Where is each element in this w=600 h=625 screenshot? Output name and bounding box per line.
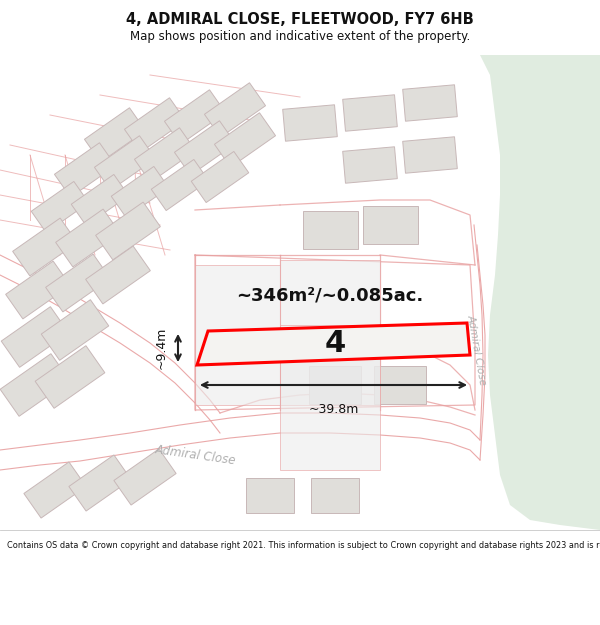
Text: Map shows position and indicative extent of the property.: Map shows position and indicative extent… — [130, 30, 470, 43]
Polygon shape — [151, 159, 209, 211]
Polygon shape — [71, 174, 129, 226]
Text: ~39.8m: ~39.8m — [308, 403, 359, 416]
Polygon shape — [362, 206, 418, 244]
Polygon shape — [214, 112, 275, 168]
Polygon shape — [164, 90, 226, 144]
Polygon shape — [86, 246, 151, 304]
Text: Admiral Close: Admiral Close — [466, 314, 488, 386]
Polygon shape — [403, 137, 457, 173]
Polygon shape — [35, 346, 105, 408]
Polygon shape — [480, 55, 600, 530]
Polygon shape — [134, 127, 196, 182]
Text: Admiral Close: Admiral Close — [154, 443, 236, 467]
Polygon shape — [46, 254, 110, 312]
Polygon shape — [24, 462, 86, 518]
Polygon shape — [195, 265, 280, 405]
Polygon shape — [191, 151, 249, 202]
Polygon shape — [280, 260, 380, 405]
Polygon shape — [41, 299, 109, 361]
Polygon shape — [280, 325, 380, 470]
Polygon shape — [374, 366, 426, 404]
Polygon shape — [124, 98, 185, 152]
Polygon shape — [205, 82, 266, 138]
Polygon shape — [175, 121, 236, 175]
Polygon shape — [55, 142, 116, 198]
Text: 4: 4 — [325, 329, 346, 358]
Polygon shape — [0, 413, 480, 470]
Text: Contains OS data © Crown copyright and database right 2021. This information is : Contains OS data © Crown copyright and d… — [7, 541, 600, 551]
Polygon shape — [403, 85, 457, 121]
Polygon shape — [5, 261, 70, 319]
Polygon shape — [111, 166, 169, 217]
Polygon shape — [474, 225, 485, 460]
Polygon shape — [343, 147, 397, 183]
Polygon shape — [94, 136, 155, 190]
Polygon shape — [31, 181, 89, 232]
Polygon shape — [0, 255, 220, 433]
Polygon shape — [302, 211, 358, 249]
Polygon shape — [0, 354, 70, 416]
Polygon shape — [283, 105, 337, 141]
Polygon shape — [13, 218, 77, 276]
Text: ~346m²/~0.085ac.: ~346m²/~0.085ac. — [236, 286, 424, 304]
Polygon shape — [1, 307, 69, 368]
Polygon shape — [197, 323, 470, 365]
Text: 4, ADMIRAL CLOSE, FLEETWOOD, FY7 6HB: 4, ADMIRAL CLOSE, FLEETWOOD, FY7 6HB — [126, 12, 474, 27]
Polygon shape — [69, 455, 131, 511]
Polygon shape — [311, 478, 359, 512]
Polygon shape — [246, 478, 294, 512]
Polygon shape — [56, 209, 121, 267]
Polygon shape — [95, 202, 160, 260]
Polygon shape — [85, 107, 146, 162]
Polygon shape — [343, 95, 397, 131]
Polygon shape — [114, 449, 176, 505]
Text: ~9.4m: ~9.4m — [155, 327, 168, 369]
Polygon shape — [309, 366, 361, 404]
